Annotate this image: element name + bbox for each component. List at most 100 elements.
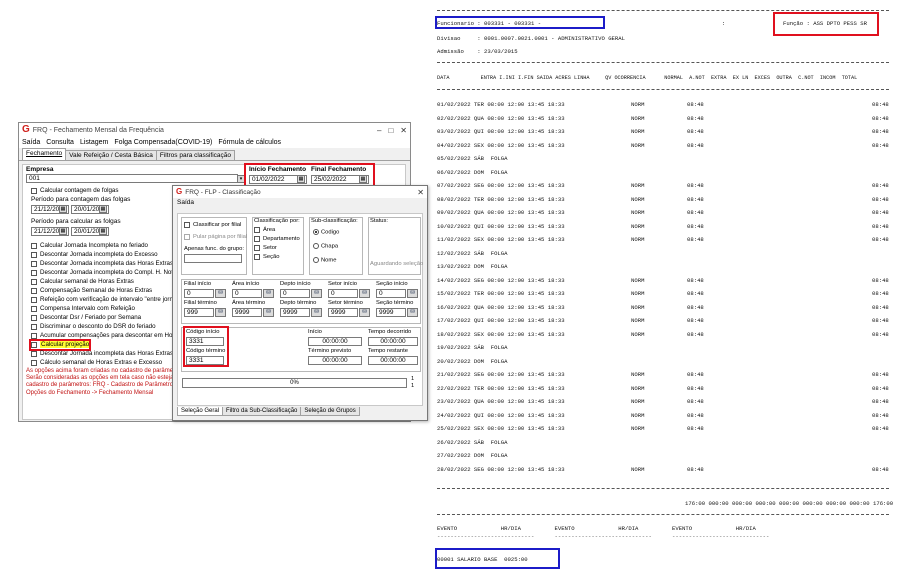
inicio-fechamento-field[interactable]: 01/02/2022 (249, 175, 307, 184)
report-row-normal: 08:48 (687, 303, 704, 311)
report-row-normal: 08:48 (687, 209, 704, 216)
menu-folga-compensada[interactable]: Folga Compensada(COVID-19) (114, 139, 213, 146)
option-item[interactable]: Acumular compensações para descontar em … (31, 332, 181, 339)
binoculars-icon[interactable]: ⛁ (407, 289, 418, 298)
setor-inicio-field[interactable]: 0 (328, 289, 358, 298)
report-row-day: 20/02/2022 DOM FOLGA (437, 357, 508, 365)
apenas-grupo-field[interactable] (184, 254, 242, 263)
area-termino-field[interactable]: 9999 (232, 308, 262, 317)
close-icon[interactable]: ✕ (400, 125, 407, 135)
menu-consulta[interactable]: Consulta (46, 139, 74, 146)
binoculars-icon[interactable]: ⛁ (407, 308, 418, 317)
report-row-normal: 08:48 (687, 290, 704, 297)
report-row-ocorrencia: NORM (631, 290, 645, 297)
option-item[interactable]: Discriminar o desconto do DSR do feriado (31, 323, 156, 330)
report-divider (437, 488, 889, 489)
option-item[interactable]: Descontar Jornada incompleta do Excesso (31, 251, 158, 258)
option-item[interactable]: Cálculo semanal de Horas Extras e Excess… (31, 359, 162, 366)
report-row-total: 08:48 (872, 114, 889, 122)
calendar-icon[interactable]: ▦ (99, 205, 107, 213)
calendar-icon[interactable]: ▦ (59, 227, 67, 235)
binoculars-icon[interactable]: ⛁ (311, 308, 322, 317)
report-funcao: Função : ASS DPTO PESS SR (783, 20, 867, 27)
minimize-icon[interactable]: – (377, 125, 382, 135)
class-secao-checkbox[interactable]: Seção (254, 254, 279, 260)
calcular-folgas-option[interactable]: Calcular contagem de folgas (31, 187, 118, 194)
secao-inicio-field[interactable]: 0 (376, 289, 406, 298)
binoculars-icon[interactable]: ⛁ (263, 308, 274, 317)
depto-inicio-field[interactable]: 0 (280, 289, 310, 298)
option-item[interactable]: Compensação Semanal de Horas Extras (31, 287, 152, 294)
option-item[interactable]: Descontar Jornada incompleta das Horas E… (31, 260, 173, 267)
dialog-close-icon[interactable]: ✕ (417, 187, 424, 197)
report-row-normal: 08:48 (687, 465, 704, 473)
calendar-icon[interactable]: ▦ (297, 175, 305, 183)
area-inicio-field[interactable]: 0 (232, 289, 262, 298)
option-item[interactable]: Calcular Jornada Incompleta no feriado (31, 242, 148, 249)
highlight-calcular-projecao (29, 339, 91, 351)
dialog-menu-saida[interactable]: Saída (177, 199, 194, 206)
menu-saida[interactable]: Saída (22, 139, 41, 146)
secao-termino-field[interactable]: 9999 (376, 308, 406, 317)
option-item[interactable]: Descontar Dsr / Feriado por Semana (31, 314, 141, 321)
report-row-ocorrencia: NORM (631, 465, 645, 473)
progress-count-bottom: 1 (411, 383, 415, 389)
empresa-field[interactable]: 001 (26, 174, 238, 183)
tab-selecao-geral[interactable]: Seleção Geral (177, 407, 224, 416)
filial-inicio-field[interactable]: 0 (184, 289, 214, 298)
class-departamento-checkbox[interactable]: Departamento (254, 236, 300, 242)
binoculars-icon[interactable]: ⛁ (359, 308, 370, 317)
calendar-icon[interactable]: ▦ (99, 227, 107, 235)
report-row-day: 17/02/2022 QUI 08:00 12:00 13:45 18:33 (437, 317, 565, 324)
class-area-checkbox[interactable]: Área (254, 227, 275, 233)
binoculars-icon[interactable]: ⛁ (359, 289, 370, 298)
option-item[interactable]: Descontar Jornada incompleta das Horas E… (31, 350, 189, 357)
codigo-inicio-field[interactable]: 3331 (186, 337, 224, 346)
folgas-ate-field[interactable]: 20/01/2009 (71, 205, 109, 214)
codigo-termino-field[interactable]: 3331 (186, 356, 224, 365)
classificar-filial-checkbox[interactable]: Classificar por filial (184, 222, 241, 228)
faltas-ate-field[interactable]: 20/01/2009 (71, 227, 109, 236)
tab-vale-refeicao[interactable]: Vale Refeição / Cesta Básica (65, 150, 157, 160)
binoculars-icon[interactable]: ⛁ (263, 289, 274, 298)
setor-termino-field[interactable]: 9999 (328, 308, 358, 317)
inicio-fechamento-label: Início Fechamento (249, 166, 307, 173)
pular-pagina-checkbox[interactable]: Pular página por filial (184, 234, 247, 240)
binoculars-icon[interactable]: ⛁ (215, 308, 226, 317)
maximize-icon[interactable]: □ (388, 125, 394, 135)
binoculars-icon[interactable]: ⛁ (215, 289, 226, 298)
final-fechamento-field[interactable]: 25/02/2022 (311, 175, 369, 184)
highlight-funcionario (435, 16, 605, 29)
menu-listagem[interactable]: Listagem (79, 139, 109, 146)
class-setor-checkbox[interactable]: Setor (254, 245, 277, 251)
option-item[interactable]: Descontar Jornada incompleta do Compl. H… (31, 269, 175, 276)
main-tabs: Fechamento Vale Refeição / Cesta Básica … (19, 148, 410, 161)
tab-fechamento[interactable]: Fechamento (22, 148, 67, 160)
folgas-de-field[interactable]: 21/12/2008 (31, 205, 69, 214)
sub-chapa-radio[interactable]: Chapa (313, 243, 338, 250)
report-row-ocorrencia: NORM (631, 398, 645, 405)
calendar-icon[interactable]: ▦ (359, 175, 367, 183)
codigo-tempo-group (181, 327, 421, 372)
report-row-normal: 08:48 (687, 398, 704, 405)
report-row-day: 03/02/2022 QUI 08:00 12:00 13:45 18:33 (437, 128, 565, 135)
tab-filtros[interactable]: Filtros para classificação (155, 150, 236, 160)
option-item[interactable]: Compensa Intervalo com Refeição (31, 305, 135, 312)
menu-formula[interactable]: Fórmula de cálculos (218, 139, 282, 146)
report-row-day: 09/02/2022 QUA 08:00 12:00 13:45 18:33 (437, 209, 565, 216)
option-item[interactable]: Calcular semanal de Horas Extras (31, 278, 134, 285)
binoculars-icon[interactable]: ⛁ (311, 289, 322, 298)
option-item[interactable]: Refeição com verificação de intervalo "e… (31, 296, 180, 303)
option-calcular-projecao[interactable]: Calcular projeção (31, 341, 91, 348)
tab-filtro-subclassificacao[interactable]: Filtro da Sub-Classificação (222, 407, 302, 416)
sub-codigo-radio[interactable]: Codigo (313, 229, 339, 236)
depto-termino-field[interactable]: 9999 (280, 308, 310, 317)
report-row-normal: 08:48 (687, 425, 704, 432)
sub-nome-radio[interactable]: Nome (313, 257, 336, 264)
tab-selecao-grupos[interactable]: Seleção de Grupos (300, 407, 360, 416)
faltas-de-field[interactable]: 21/12/2008 (31, 227, 69, 236)
classificacao-group (252, 217, 304, 275)
setor-inicio-label: Setor início (328, 281, 357, 287)
filial-termino-field[interactable]: 999 (184, 308, 214, 317)
calendar-icon[interactable]: ▦ (59, 205, 67, 213)
